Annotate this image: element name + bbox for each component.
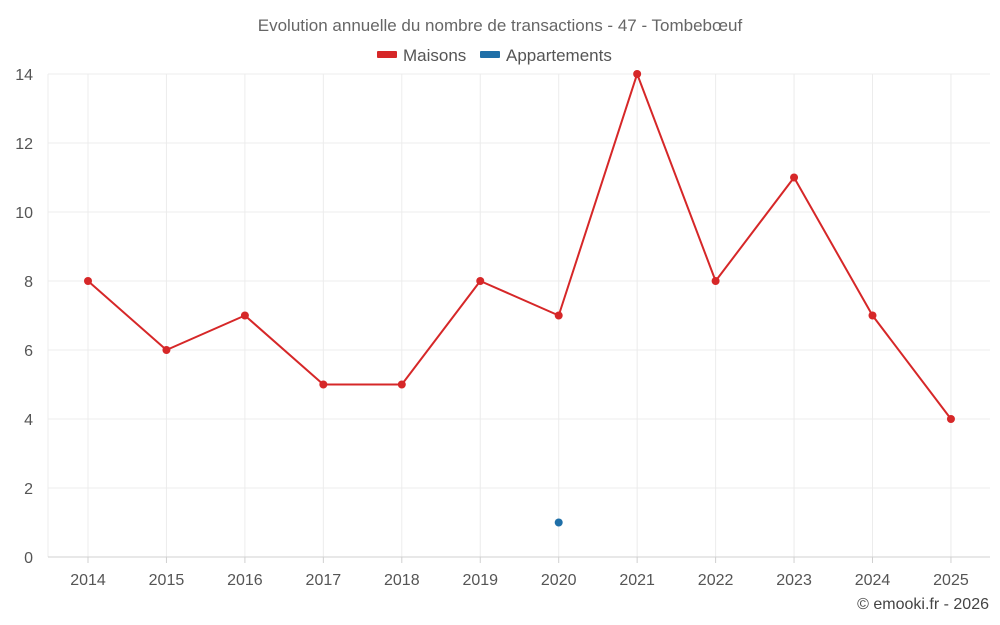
y-tick-label: 6 [24, 343, 33, 360]
data-point-appartements[interactable] [554, 518, 563, 527]
chart-title: Evolution annuelle du nombre de transact… [258, 16, 743, 35]
legend-swatch-appartements [480, 51, 500, 58]
legend-label-appartements: Appartements [506, 46, 612, 65]
x-tick-label: 2015 [149, 572, 185, 589]
y-tick-label: 12 [15, 136, 33, 153]
data-point-maisons[interactable] [633, 70, 642, 78]
legend-swatch-maisons [377, 51, 397, 58]
y-tick-label: 2 [24, 481, 33, 498]
legend-label-maisons: Maisons [403, 46, 466, 65]
data-point-maisons[interactable] [319, 380, 328, 389]
series-line-maisons [87, 73, 952, 420]
data-point-maisons[interactable] [946, 415, 955, 423]
data-point-maisons[interactable] [240, 311, 249, 320]
data-point-maisons[interactable] [162, 346, 171, 354]
x-tick-label: 2025 [933, 572, 969, 589]
data-point-maisons[interactable] [554, 311, 563, 320]
plot-area [84, 70, 955, 527]
data-point-maisons[interactable] [84, 277, 92, 285]
x-tick-label: 2017 [306, 572, 342, 589]
x-tick-label: 2023 [776, 572, 812, 589]
y-tick-label: 4 [24, 412, 33, 429]
x-tick-label: 2014 [70, 572, 106, 589]
data-point-maisons[interactable] [711, 277, 720, 285]
x-tick-label: 2022 [698, 572, 734, 589]
data-point-maisons[interactable] [868, 311, 877, 320]
x-tick-label: 2018 [384, 572, 420, 589]
data-point-maisons[interactable] [476, 277, 485, 285]
legend-item-appartements[interactable]: Appartements [480, 46, 612, 65]
x-tick-label: 2020 [541, 572, 577, 589]
credit-text: © emooki.fr - 2026 [857, 596, 989, 613]
grid [48, 73, 990, 557]
legend-item-maisons[interactable]: Maisons [377, 46, 466, 65]
y-tick-label: 10 [15, 205, 33, 222]
x-tick-label: 2016 [227, 572, 263, 589]
data-point-maisons[interactable] [790, 173, 799, 182]
legend: Maisons Appartements [377, 46, 612, 65]
x-tick-label: 2024 [855, 572, 891, 589]
x-tick-label: 2021 [619, 572, 655, 589]
data-point-maisons[interactable] [397, 380, 406, 389]
y-tick-label: 8 [24, 274, 33, 291]
x-tick-label: 2019 [462, 572, 498, 589]
axes: 0 2 4 6 8 10 12 14 2014 2015 2016 2017 2018 2019 2020 2… [15, 67, 990, 589]
y-tick-label: 14 [15, 67, 33, 84]
y-tick-label: 0 [24, 550, 33, 567]
